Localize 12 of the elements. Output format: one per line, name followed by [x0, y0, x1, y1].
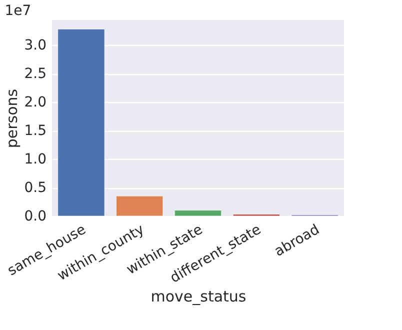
text: 1e7: [4, 3, 32, 19]
y-tick-label: 1.0: [24, 152, 46, 168]
y-tick-label: 2.5: [24, 66, 46, 82]
bar: [174, 210, 222, 216]
y-tick-label: 2.0: [24, 94, 46, 111]
x-axis-title: move_status: [150, 288, 246, 306]
y-axis-title: persons: [3, 88, 22, 148]
y-tick-label: 0.0: [24, 208, 46, 224]
bar: [116, 196, 164, 216]
y-tick-label: 3.0: [24, 38, 46, 54]
y-tick-label: 1.5: [24, 123, 46, 140]
y-tick-label: 0.5: [24, 180, 46, 196]
